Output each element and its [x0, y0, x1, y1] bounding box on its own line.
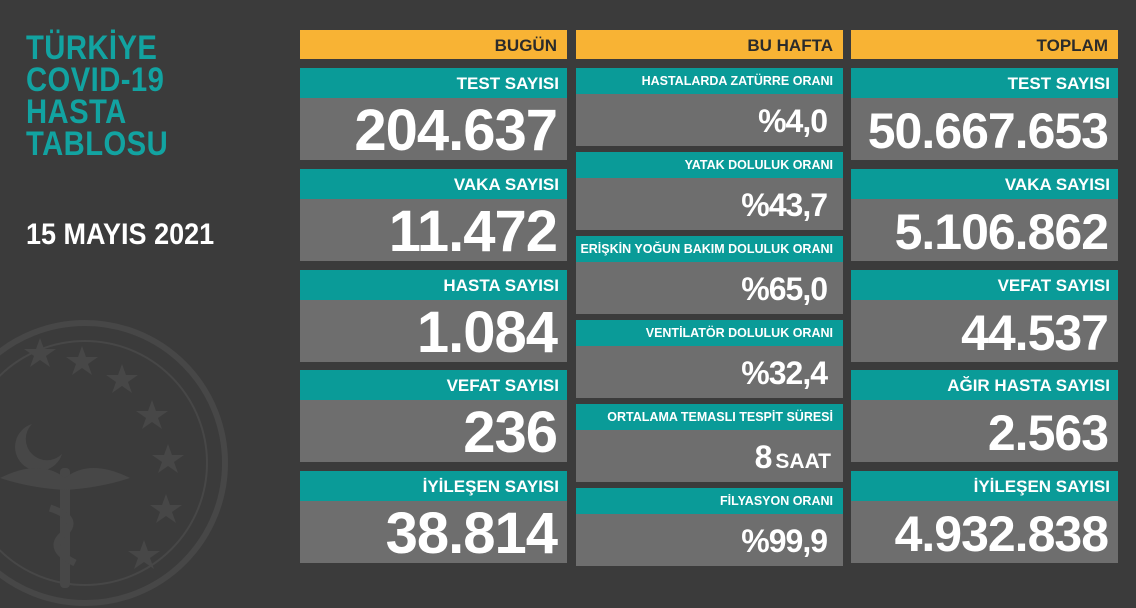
week-icu-card: ERİŞKİN YOĞUN BAKIM DOLULUK ORANI %65,0 — [576, 236, 843, 314]
today-recovered-label: İYİLEŞEN SAYISI — [300, 471, 567, 501]
title-line-2: COVID-19 — [26, 61, 165, 99]
today-death-card: VEFAT SAYISI 236 — [300, 370, 567, 465]
total-test-value: 50.667.653 — [851, 98, 1118, 160]
week-contact-number: 8 — [754, 439, 773, 475]
week-bed-value: %43,7 — [576, 178, 843, 230]
title-line-3: HASTA — [26, 93, 127, 131]
today-test-label: TEST SAYISI — [300, 68, 567, 98]
today-recovered-card: İYİLEŞEN SAYISI 38.814 — [300, 471, 567, 566]
week-bed-label: YATAK DOLULUK ORANI — [576, 152, 843, 178]
today-death-value: 236 — [300, 400, 567, 465]
week-contact-unit: SAAT — [775, 450, 831, 473]
week-filiation-label: FİLYASYON ORANI — [576, 488, 843, 514]
total-recovered-value: 4.932.838 — [851, 501, 1118, 563]
today-case-label: VAKA SAYISI — [300, 169, 567, 199]
week-pneumonia-card: HASTALARDA ZATÜRRE ORANI %4,0 — [576, 68, 843, 146]
total-death-value: 44.537 — [851, 300, 1118, 362]
week-header: BU HAFTA — [576, 30, 843, 59]
today-test-card: TEST SAYISI 204.637 — [300, 68, 567, 163]
total-severe-card: AĞIR HASTA SAYISI 2.563 — [851, 370, 1118, 462]
total-recovered-card: İYİLEŞEN SAYISI 4.932.838 — [851, 471, 1118, 563]
report-date: 15 MAYIS 2021 — [26, 218, 215, 251]
week-column: BU HAFTA — [576, 30, 843, 59]
week-ventilator-card: VENTİLATÖR DOLULUK ORANI %32,4 — [576, 320, 843, 398]
week-pneumonia-value: %4,0 — [576, 94, 843, 146]
week-contact-card: ORTALAMA TEMASLI TESPİT SÜRESİ 8 SAAT — [576, 404, 843, 482]
total-severe-label: AĞIR HASTA SAYISI — [851, 370, 1118, 400]
week-icu-number: %65,0 — [741, 271, 828, 307]
ministry-emblem-icon — [0, 320, 228, 606]
today-recovered-value: 38.814 — [300, 501, 567, 566]
week-filiation-number: %99,9 — [741, 523, 828, 559]
week-contact-label: ORTALAMA TEMASLI TESPİT SÜRESİ — [576, 404, 843, 430]
today-death-label: VEFAT SAYISI — [300, 370, 567, 400]
week-pneumonia-label: HASTALARDA ZATÜRRE ORANI — [576, 68, 843, 94]
week-ventilator-number: %32,4 — [741, 355, 828, 391]
total-case-value: 5.106.862 — [851, 199, 1118, 261]
week-bed-number: %43,7 — [741, 187, 828, 223]
today-patient-label: HASTA SAYISI — [300, 270, 567, 300]
today-test-value: 204.637 — [300, 98, 567, 163]
total-column: TOPLAM — [851, 30, 1118, 59]
total-severe-value: 2.563 — [851, 400, 1118, 462]
week-filiation-card: FİLYASYON ORANI %99,9 — [576, 488, 843, 566]
total-death-card: VEFAT SAYISI 44.537 — [851, 270, 1118, 362]
today-case-card: VAKA SAYISI 11.472 — [300, 169, 567, 264]
total-header: TOPLAM — [851, 30, 1118, 59]
title-line-4: TABLOSU — [26, 125, 169, 163]
total-test-label: TEST SAYISI — [851, 68, 1118, 98]
week-icu-value: %65,0 — [576, 262, 843, 314]
dashboard-title: TÜRKİYE COVID-19 HASTA TABLOSU — [26, 29, 169, 163]
week-ventilator-value: %32,4 — [576, 346, 843, 398]
today-patient-value: 1.084 — [300, 300, 567, 365]
total-recovered-label: İYİLEŞEN SAYISI — [851, 471, 1118, 501]
total-case-label: VAKA SAYISI — [851, 169, 1118, 199]
week-filiation-value: %99,9 — [576, 514, 843, 566]
today-case-value: 11.472 — [300, 199, 567, 264]
total-case-card: VAKA SAYISI 5.106.862 — [851, 169, 1118, 261]
week-pneumonia-number: %4,0 — [758, 103, 828, 139]
title-line-1: TÜRKİYE — [26, 29, 158, 67]
today-column: BUGÜN — [300, 30, 567, 59]
week-icu-label: ERİŞKİN YOĞUN BAKIM DOLULUK ORANI — [576, 236, 843, 262]
week-bed-card: YATAK DOLULUK ORANI %43,7 — [576, 152, 843, 230]
total-test-card: TEST SAYISI 50.667.653 — [851, 68, 1118, 160]
total-death-label: VEFAT SAYISI — [851, 270, 1118, 300]
today-header: BUGÜN — [300, 30, 567, 59]
week-contact-value: 8 SAAT — [576, 430, 843, 482]
today-patient-card: HASTA SAYISI 1.084 — [300, 270, 567, 365]
week-ventilator-label: VENTİLATÖR DOLULUK ORANI — [576, 320, 843, 346]
